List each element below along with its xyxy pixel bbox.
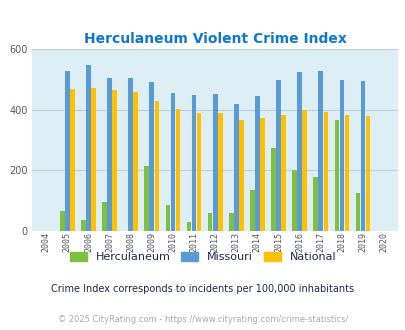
Bar — [196, 113, 201, 231]
Text: Crime Index corresponds to incidents per 100,000 inhabitants: Crime Index corresponds to incidents per… — [51, 284, 354, 294]
Bar — [275, 80, 280, 231]
Bar — [239, 120, 243, 231]
Bar — [296, 72, 301, 231]
Bar — [360, 81, 364, 231]
Bar — [318, 71, 322, 231]
Bar — [302, 110, 306, 231]
Bar — [60, 211, 64, 231]
Bar — [292, 171, 296, 231]
Bar — [271, 148, 275, 231]
Bar — [154, 101, 159, 231]
Bar — [344, 115, 348, 231]
Bar — [70, 89, 75, 231]
Bar — [334, 120, 338, 231]
Bar — [175, 109, 180, 231]
Bar — [128, 78, 133, 231]
Bar — [144, 166, 149, 231]
Bar — [91, 88, 96, 231]
Bar — [281, 115, 285, 231]
Bar — [81, 220, 85, 231]
Bar — [228, 213, 233, 231]
Bar — [212, 94, 217, 231]
Bar — [207, 213, 212, 231]
Bar — [102, 202, 107, 231]
Title: Herculaneum Violent Crime Index: Herculaneum Violent Crime Index — [83, 32, 346, 46]
Bar — [339, 80, 343, 231]
Bar — [112, 90, 117, 231]
Bar — [313, 177, 317, 231]
Bar — [233, 104, 238, 231]
Bar — [149, 82, 154, 231]
Text: © 2025 CityRating.com - https://www.cityrating.com/crime-statistics/: © 2025 CityRating.com - https://www.city… — [58, 315, 347, 324]
Bar — [86, 65, 91, 231]
Bar — [365, 116, 369, 231]
Bar — [165, 205, 170, 231]
Bar — [170, 93, 175, 231]
Bar — [249, 190, 254, 231]
Bar — [254, 96, 259, 231]
Bar — [260, 117, 264, 231]
Bar — [191, 95, 196, 231]
Bar — [107, 78, 112, 231]
Bar — [186, 222, 191, 231]
Legend: Herculaneum, Missouri, National: Herculaneum, Missouri, National — [65, 248, 340, 267]
Bar — [65, 71, 70, 231]
Bar — [133, 92, 138, 231]
Bar — [217, 113, 222, 231]
Bar — [323, 112, 327, 231]
Bar — [355, 193, 359, 231]
